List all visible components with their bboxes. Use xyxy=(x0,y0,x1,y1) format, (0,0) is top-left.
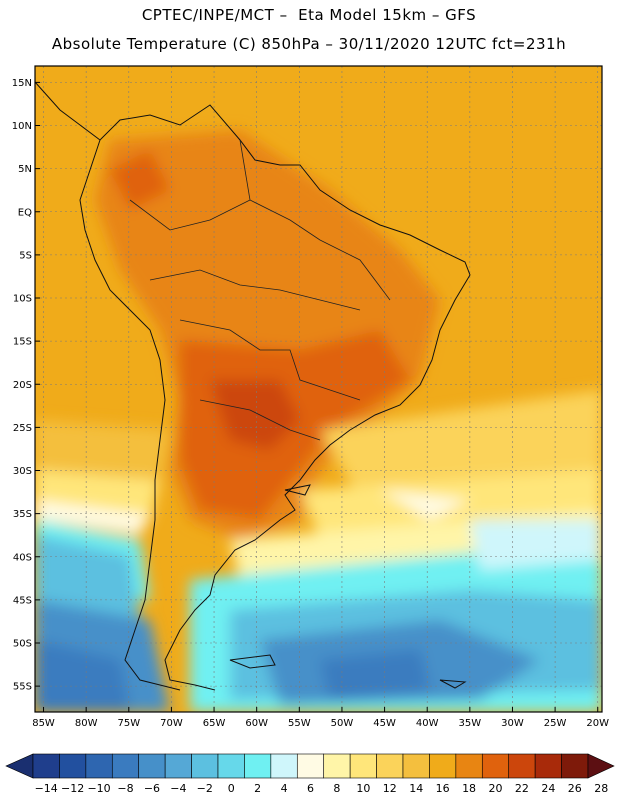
lat-label: 25S xyxy=(13,423,32,434)
colorbar-swatch xyxy=(455,753,483,779)
colorbar-swatch xyxy=(481,753,510,779)
colorbar-tick-label: −6 xyxy=(144,782,160,795)
colorbar-swatch xyxy=(429,753,457,779)
lat-label: 15N xyxy=(12,78,32,89)
colorbar-tick-label: −4 xyxy=(170,782,186,795)
temperature-field xyxy=(35,66,602,712)
title-line-1: CPTEC/INPE/MCT – Eta Model 15km – GFS xyxy=(141,6,477,24)
colorbar-tick-label: −8 xyxy=(117,782,133,795)
lon-label: 45W xyxy=(373,718,396,729)
map-frame xyxy=(34,65,603,713)
country-borders xyxy=(129,139,391,441)
lon-label: 20W xyxy=(586,718,609,729)
colorbar-tick-label: 18 xyxy=(462,782,476,795)
colorbar-swatch xyxy=(191,753,219,779)
lat-label: 10N xyxy=(12,121,32,132)
colorbar-under-arrow xyxy=(5,753,34,779)
lat-label: 20S xyxy=(13,380,32,391)
lon-label: 70W xyxy=(160,718,183,729)
colorbar-swatch xyxy=(217,753,245,779)
temperature-map: 15N 10N 5N EQ 5S 10S 15S 20S 25S 30S 35S 40S 45S 50S 5… xyxy=(12,65,609,729)
colorbar-tick-label: 6 xyxy=(307,782,314,795)
colorbar-swatch xyxy=(534,753,562,779)
colorbar-swatch xyxy=(402,753,430,779)
lat-label: EQ xyxy=(18,207,32,218)
lon-label: 75W xyxy=(117,718,140,729)
lon-label: 50W xyxy=(331,718,354,729)
lon-label: 30W xyxy=(501,718,524,729)
colorbar-swatch xyxy=(376,753,404,779)
lat-label: 55S xyxy=(13,682,32,693)
colorbar-swatch xyxy=(508,753,536,779)
lon-label: 35W xyxy=(459,718,482,729)
lat-label: 45S xyxy=(13,595,32,606)
colorbar-swatch xyxy=(138,753,166,779)
colorbar-swatch xyxy=(111,753,140,779)
lon-label: 85W xyxy=(32,718,55,729)
lon-label: 25W xyxy=(544,718,567,729)
colorbar-swatch xyxy=(296,753,325,779)
colorbar-swatch xyxy=(561,753,589,779)
colorbar-swatch xyxy=(244,753,272,779)
lon-label: 55W xyxy=(288,718,311,729)
colorbar-swatch xyxy=(59,753,87,779)
colorbar-tick-label: 2 xyxy=(254,782,261,795)
colorbar-swatch xyxy=(164,753,192,779)
colorbar-tick-label: 10 xyxy=(356,782,370,795)
colorbar-tick-label: 4 xyxy=(281,782,288,795)
colorbar-tick-label: 0 xyxy=(228,782,235,795)
lon-label: 65W xyxy=(203,718,226,729)
lon-label: 40W xyxy=(416,718,439,729)
colorbar-tick-label: 12 xyxy=(383,782,397,795)
colorbar: −14 −12 −10 −8 −6 −4 −2 0 2 4 6 8 10 12 14 16 18 20 22 24 26… xyxy=(5,753,615,795)
lat-label: 15S xyxy=(13,337,32,348)
lon-label: 60W xyxy=(245,718,268,729)
lat-label: 5N xyxy=(18,164,32,175)
colorbar-tick-label: −12 xyxy=(61,782,84,795)
lat-label: 5S xyxy=(19,250,32,261)
title-line-2: Absolute Temperature (C) 850hPa – 30/11/… xyxy=(51,35,567,53)
colorbar-tick-label: 14 xyxy=(409,782,423,795)
colorbar-tick-label: 16 xyxy=(436,782,450,795)
lat-label: 50S xyxy=(13,639,32,650)
colorbar-tick-label: 26 xyxy=(568,782,582,795)
coastlines xyxy=(34,81,471,691)
latitude-labels: 15N 10N 5N EQ 5S 10S 15S 20S 25S 30S 35S 40S 45S 50S 5… xyxy=(12,78,40,693)
colorbar-tick-label: 8 xyxy=(333,782,340,795)
lat-label: 40S xyxy=(13,552,32,563)
colorbar-tick-label: −2 xyxy=(197,782,213,795)
colorbar-swatch xyxy=(85,753,113,779)
colorbar-swatch xyxy=(349,753,377,779)
colorbar-tick-label: 28 xyxy=(594,782,608,795)
colorbar-tick-label: 22 xyxy=(515,782,529,795)
colorbar-swatch xyxy=(270,753,298,779)
colorbar-tick-label: 24 xyxy=(541,782,555,795)
colorbar-swatch xyxy=(323,753,351,779)
colorbar-swatch xyxy=(32,753,60,779)
colorbar-tick-label: 20 xyxy=(489,782,503,795)
colorbar-over-arrow xyxy=(587,753,615,779)
lat-label: 35S xyxy=(13,509,32,520)
lat-label: 30S xyxy=(13,466,32,477)
colorbar-tick-label: −14 xyxy=(35,782,58,795)
lat-label: 10S xyxy=(13,294,32,305)
colorbar-tick-label: −10 xyxy=(87,782,110,795)
lon-label: 80W xyxy=(75,718,98,729)
longitude-labels: 85W 80W 75W 70W 65W 60W 55W 50W 45W 40W 35W 30W 25W 2… xyxy=(32,707,609,729)
